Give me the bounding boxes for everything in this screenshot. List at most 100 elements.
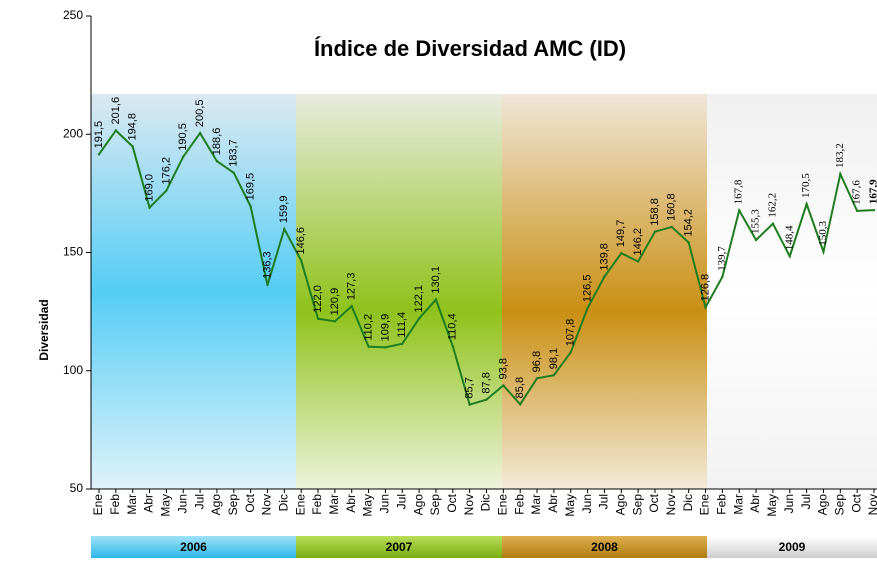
data-point bbox=[215, 160, 219, 163]
data-point bbox=[249, 205, 252, 208]
data-point bbox=[822, 250, 825, 253]
x-tick-label: Ene bbox=[91, 494, 105, 516]
data-label: 162,2 bbox=[766, 193, 778, 218]
data-label: 159,9 bbox=[278, 196, 290, 224]
data-label: 98,1 bbox=[548, 348, 560, 369]
data-label: 155,3 bbox=[750, 209, 762, 234]
data-label: 126,5 bbox=[581, 275, 593, 303]
year-bar bbox=[502, 536, 707, 558]
data-label: 139,8 bbox=[598, 243, 610, 271]
y-tick-label: 250 bbox=[63, 8, 83, 22]
x-tick-label: Ago bbox=[209, 494, 223, 516]
data-label: 183,7 bbox=[228, 139, 240, 167]
data-label: 188,6 bbox=[211, 128, 223, 156]
data-point bbox=[417, 317, 421, 320]
data-point bbox=[182, 155, 185, 158]
x-tick-label: Ago bbox=[613, 494, 627, 516]
data-label: 167,8 bbox=[733, 179, 745, 204]
data-label: 200,5 bbox=[194, 100, 206, 128]
year-label: 2007 bbox=[386, 540, 413, 554]
data-label: 93,8 bbox=[497, 358, 509, 379]
data-point bbox=[535, 377, 539, 380]
x-tick-label: Abr bbox=[748, 494, 762, 513]
data-label: 87,8 bbox=[480, 372, 492, 393]
data-point bbox=[721, 275, 724, 279]
data-point bbox=[316, 317, 320, 320]
data-label: 201,6 bbox=[110, 97, 122, 125]
data-point bbox=[569, 351, 572, 354]
x-tick-label: Ene bbox=[698, 494, 712, 516]
data-point bbox=[788, 255, 791, 258]
data-label: 160,8 bbox=[666, 193, 678, 221]
x-tick-label: Oct bbox=[243, 493, 257, 512]
data-label: 136,3 bbox=[261, 251, 273, 279]
data-point bbox=[350, 304, 353, 308]
data-label: 96,8 bbox=[531, 351, 543, 372]
x-tick-label: Nov bbox=[462, 494, 476, 515]
data-label: 183,2 bbox=[834, 143, 846, 168]
data-point bbox=[451, 344, 455, 348]
x-tick-label: Jun bbox=[175, 494, 189, 513]
data-label: 85,8 bbox=[514, 377, 526, 398]
data-label: 176,2 bbox=[160, 157, 172, 185]
x-tick-label: Dic bbox=[479, 494, 493, 511]
x-tick-label: Ene bbox=[293, 494, 307, 516]
year-bar bbox=[91, 536, 296, 558]
data-point bbox=[131, 145, 134, 148]
data-label: 122,0 bbox=[312, 285, 324, 313]
y-tick-label: 200 bbox=[63, 126, 83, 140]
x-tick-label: Oct bbox=[647, 493, 661, 512]
data-point bbox=[97, 153, 101, 156]
data-point bbox=[485, 398, 488, 401]
y-axis-label: Diversidad bbox=[37, 299, 51, 360]
x-tick-label: Mar bbox=[529, 494, 543, 515]
x-tick-label: Sep bbox=[630, 494, 644, 516]
x-tick-label: Oct bbox=[849, 493, 863, 512]
year-label: 2009 bbox=[779, 540, 806, 554]
x-tick-label: Mar bbox=[327, 494, 341, 515]
x-tick-label: Oct bbox=[445, 493, 459, 512]
year-bar bbox=[296, 536, 502, 558]
data-label: 110,4 bbox=[447, 313, 459, 340]
data-point bbox=[586, 306, 589, 310]
data-point bbox=[333, 320, 337, 323]
data-point bbox=[603, 275, 606, 278]
backgrounds bbox=[91, 94, 877, 489]
year-label: 2008 bbox=[591, 540, 618, 554]
data-label: 139,7 bbox=[716, 246, 728, 271]
x-tick-label: Jun bbox=[580, 494, 594, 513]
x-tick-label: May bbox=[361, 494, 375, 517]
data-label: 122,1 bbox=[413, 285, 425, 313]
data-point bbox=[754, 238, 758, 242]
data-label: 149,7 bbox=[615, 220, 627, 248]
data-point bbox=[434, 298, 438, 301]
data-label: 107,8 bbox=[565, 319, 577, 347]
x-tick-label: Ago bbox=[411, 494, 425, 516]
data-point bbox=[266, 283, 269, 287]
data-point bbox=[299, 259, 303, 262]
data-point bbox=[518, 403, 522, 406]
data-point bbox=[401, 342, 404, 345]
x-tick-label: Jun bbox=[782, 494, 796, 513]
data-point bbox=[687, 241, 690, 244]
data-label: 169,5 bbox=[245, 173, 257, 201]
x-tick-label: Nov bbox=[664, 494, 678, 515]
x-tick-label: Feb bbox=[512, 494, 526, 515]
data-label: 146,2 bbox=[632, 228, 644, 256]
x-tick-label: Feb bbox=[310, 494, 324, 515]
data-point bbox=[114, 129, 118, 132]
data-label: 130,1 bbox=[430, 266, 442, 294]
chart-title: Índice de Diversidad AMC (ID) bbox=[314, 36, 626, 61]
data-point bbox=[502, 384, 505, 387]
x-tick-label: Mar bbox=[125, 494, 139, 515]
data-label: 154,2 bbox=[683, 209, 695, 237]
data-label: 170,5 bbox=[800, 173, 812, 198]
x-tick-label: May bbox=[563, 494, 577, 517]
data-point bbox=[805, 202, 808, 206]
data-point bbox=[232, 171, 235, 174]
x-tick-label: Abr bbox=[142, 494, 156, 513]
year-band bbox=[707, 94, 877, 489]
x-tick-label: Abr bbox=[344, 494, 358, 513]
data-point bbox=[283, 227, 286, 231]
data-label: 127,3 bbox=[346, 273, 358, 301]
